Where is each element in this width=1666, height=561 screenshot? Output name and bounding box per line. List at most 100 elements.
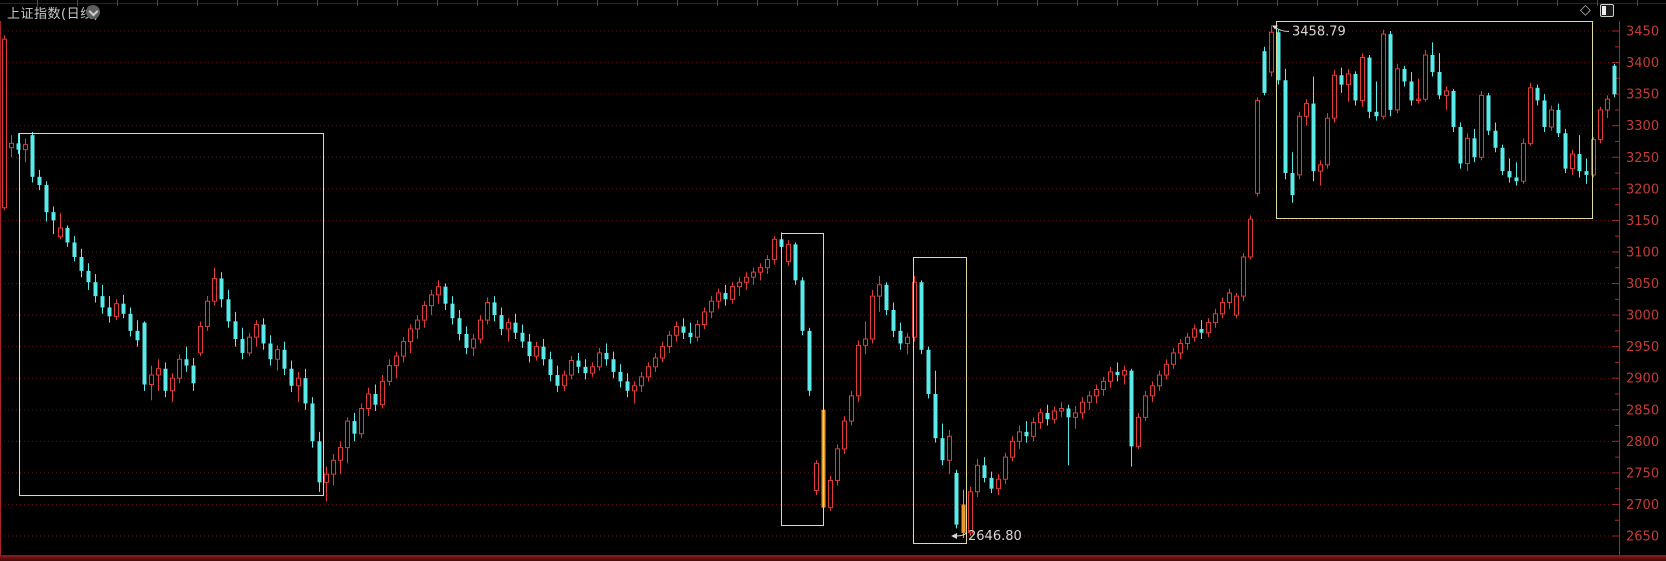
candle[interactable]	[1059, 402, 1064, 418]
candle[interactable]	[1283, 68, 1288, 180]
candle[interactable]	[1234, 292, 1239, 319]
candle[interactable]	[359, 403, 364, 439]
candle[interactable]	[380, 375, 385, 409]
candle[interactable]	[1290, 152, 1295, 203]
candle[interactable]	[1563, 128, 1568, 174]
candle[interactable]	[1332, 70, 1337, 123]
candle[interactable]	[1465, 133, 1470, 172]
candle[interactable]	[1430, 42, 1435, 77]
candle[interactable]	[1598, 106, 1603, 144]
candle[interactable]	[1297, 111, 1302, 180]
candle[interactable]	[1136, 412, 1141, 449]
candle[interactable]	[807, 327, 812, 396]
candle[interactable]	[79, 248, 84, 278]
candle[interactable]	[842, 416, 847, 454]
candle[interactable]	[58, 212, 63, 240]
candle[interactable]	[891, 302, 896, 338]
candle[interactable]	[142, 321, 147, 391]
candle[interactable]	[1360, 53, 1365, 107]
candle[interactable]	[982, 457, 987, 483]
candle[interactable]	[667, 330, 672, 353]
candle[interactable]	[562, 370, 567, 391]
candle[interactable]	[135, 320, 140, 347]
candle[interactable]	[1052, 406, 1057, 424]
candle[interactable]	[863, 321, 868, 355]
candle[interactable]	[695, 320, 700, 342]
candle[interactable]	[639, 371, 644, 393]
candle[interactable]	[37, 169, 42, 191]
candle[interactable]	[121, 294, 126, 319]
candle[interactable]	[1549, 105, 1554, 131]
candle[interactable]	[422, 301, 427, 328]
candle[interactable]	[1178, 339, 1183, 360]
candle[interactable]	[625, 373, 630, 398]
candle[interactable]	[23, 138, 28, 163]
candle[interactable]	[1514, 162, 1519, 186]
candle[interactable]	[191, 357, 196, 391]
candle[interactable]	[443, 283, 448, 311]
candle[interactable]	[996, 474, 1001, 495]
candle[interactable]	[100, 284, 105, 314]
candle[interactable]	[247, 332, 252, 357]
candle[interactable]	[758, 263, 763, 281]
candle[interactable]	[1164, 359, 1169, 380]
candle[interactable]	[961, 489, 966, 539]
candle[interactable]	[828, 476, 833, 511]
candle[interactable]	[975, 458, 980, 497]
candle[interactable]	[268, 335, 273, 366]
candle[interactable]	[1423, 49, 1428, 102]
candle[interactable]	[177, 354, 182, 384]
candle[interactable]	[1542, 94, 1547, 132]
candle[interactable]	[394, 351, 399, 379]
candle[interactable]	[1437, 53, 1442, 100]
candle[interactable]	[408, 324, 413, 353]
candle[interactable]	[681, 318, 686, 340]
candle[interactable]	[1087, 390, 1092, 410]
diamond-icon[interactable]: ◇	[1580, 2, 1591, 18]
candle[interactable]	[9, 135, 14, 158]
candle[interactable]	[590, 362, 595, 377]
candle[interactable]	[1528, 82, 1533, 146]
candle[interactable]	[324, 466, 329, 502]
candle[interactable]	[905, 332, 910, 355]
candle[interactable]	[786, 239, 791, 266]
candle[interactable]	[30, 132, 35, 183]
candle[interactable]	[989, 471, 994, 494]
candle[interactable]	[1227, 288, 1232, 309]
candle[interactable]	[1535, 84, 1540, 106]
candle[interactable]	[702, 307, 707, 329]
candle[interactable]	[149, 365, 154, 401]
candle[interactable]	[1388, 31, 1393, 117]
candle[interactable]	[541, 339, 546, 366]
candle[interactable]	[1605, 95, 1610, 119]
candle[interactable]	[345, 417, 350, 464]
candle[interactable]	[464, 326, 469, 355]
candle[interactable]	[583, 359, 588, 380]
candle[interactable]	[912, 275, 917, 342]
candle[interactable]	[1066, 404, 1071, 466]
candle[interactable]	[1045, 404, 1050, 426]
candle[interactable]	[618, 364, 623, 388]
candle[interactable]	[513, 313, 518, 340]
candle[interactable]	[275, 345, 280, 371]
candle[interactable]	[744, 272, 749, 290]
candle[interactable]	[800, 277, 805, 336]
candle[interactable]	[107, 296, 112, 323]
candle[interactable]	[1213, 308, 1218, 328]
candle[interactable]	[1367, 54, 1372, 119]
candle[interactable]	[520, 324, 525, 348]
candle[interactable]	[1038, 408, 1043, 429]
candle[interactable]	[1122, 365, 1127, 385]
candle[interactable]	[1269, 25, 1274, 77]
candle[interactable]	[1493, 122, 1498, 153]
candle[interactable]	[1325, 113, 1330, 169]
candle[interactable]	[1472, 128, 1477, 163]
candle[interactable]	[1451, 89, 1456, 132]
candle[interactable]	[65, 225, 70, 247]
candle[interactable]	[1416, 78, 1421, 104]
candle[interactable]	[366, 387, 371, 417]
candle[interactable]	[1444, 86, 1449, 110]
candle[interactable]	[814, 460, 819, 495]
candle[interactable]	[436, 280, 441, 304]
candle[interactable]	[723, 284, 728, 306]
